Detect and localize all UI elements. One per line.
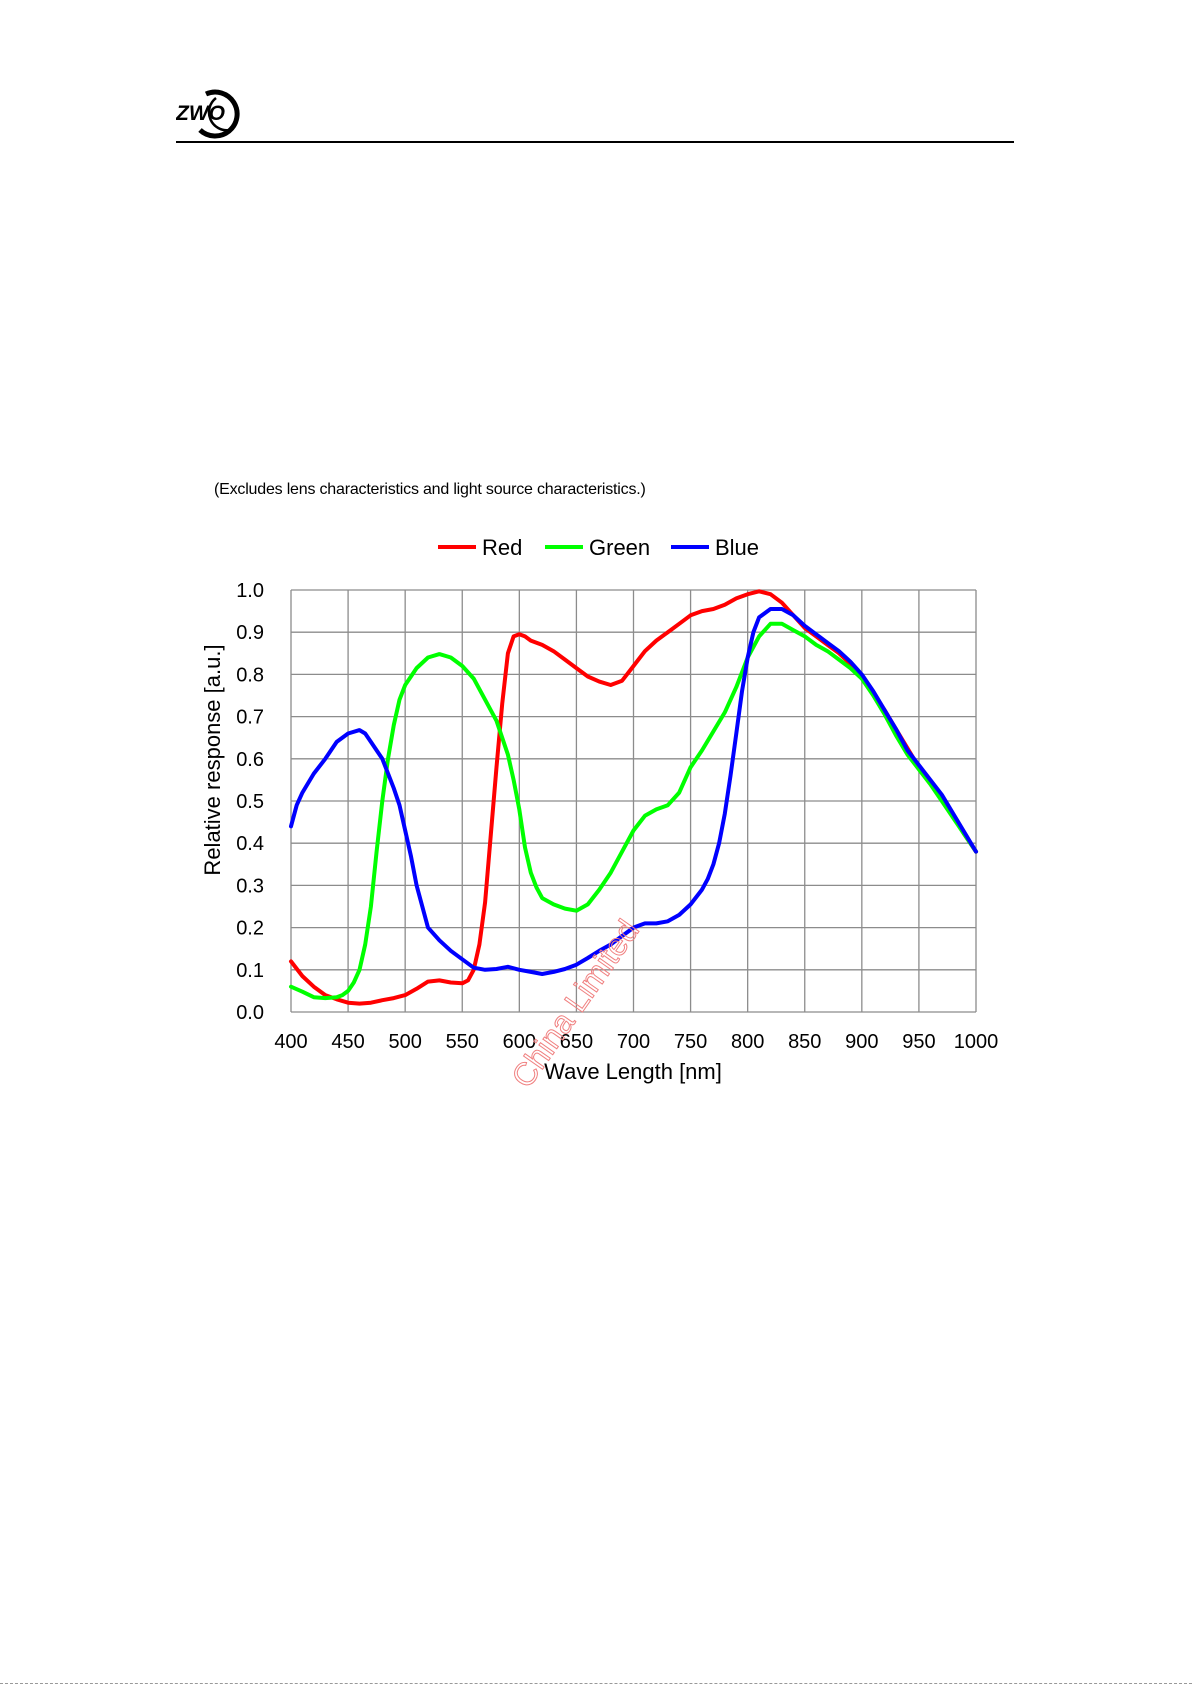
brand-logo: ZWO — [175, 86, 256, 142]
y-axis-label: Relative response [a.u.] — [200, 644, 225, 875]
x-tick-label: 1000 — [954, 1031, 999, 1053]
x-tick-label: 450 — [331, 1031, 364, 1053]
x-tick-label: 950 — [902, 1031, 935, 1053]
series-line-blue — [289, 607, 978, 976]
chart-legend: Red Green Blue — [438, 535, 759, 560]
x-tick-label: 750 — [674, 1031, 707, 1053]
y-tick-label: 0.0 — [236, 1002, 264, 1024]
x-tick-label: 900 — [845, 1031, 878, 1053]
y-tick-label: 0.3 — [236, 875, 264, 897]
y-tick-labels: 0.0 0.1 0.2 0.3 0.4 0.5 0.6 0.7 0.8 0.9 1.0 — [236, 580, 264, 1024]
legend-label-blue: Blue — [715, 535, 759, 560]
x-tick-label: 550 — [446, 1031, 479, 1053]
chart-note: (Excludes lens characteristics and light… — [214, 481, 646, 498]
legend-label-red: Red — [482, 535, 522, 560]
series-line-green — [289, 621, 978, 1001]
y-tick-label: 1.0 — [236, 580, 264, 602]
legend-label-green: Green — [589, 535, 650, 560]
zwo-logo-icon: ZWO — [175, 89, 240, 139]
x-tick-label: 700 — [617, 1031, 650, 1053]
x-tick-label: 600 — [503, 1031, 536, 1053]
header-divider — [176, 141, 1014, 143]
y-tick-label: 0.5 — [236, 791, 264, 813]
x-tick-label: 400 — [274, 1031, 307, 1053]
y-tick-label: 0.1 — [236, 960, 264, 982]
x-tick-labels: 400 450 500 550 600 650 700 750 800 850 900 950 1000 — [274, 1031, 998, 1053]
chart-series — [289, 589, 978, 1006]
y-tick-label: 0.2 — [236, 918, 264, 940]
logo-text: ZWO — [176, 102, 225, 125]
x-tick-label: 500 — [388, 1031, 421, 1053]
y-tick-label: 0.6 — [236, 749, 264, 771]
page-bottom-rule — [0, 1683, 1192, 1684]
x-tick-label: 800 — [731, 1031, 764, 1053]
y-tick-label: 0.7 — [236, 707, 264, 729]
y-tick-label: 0.9 — [236, 622, 264, 644]
y-tick-label: 0.8 — [236, 664, 264, 686]
y-tick-label: 0.4 — [236, 833, 264, 855]
x-tick-label: 650 — [560, 1031, 593, 1053]
x-tick-label: 850 — [788, 1031, 821, 1053]
x-axis-label: Wave Length [nm] — [544, 1059, 722, 1084]
